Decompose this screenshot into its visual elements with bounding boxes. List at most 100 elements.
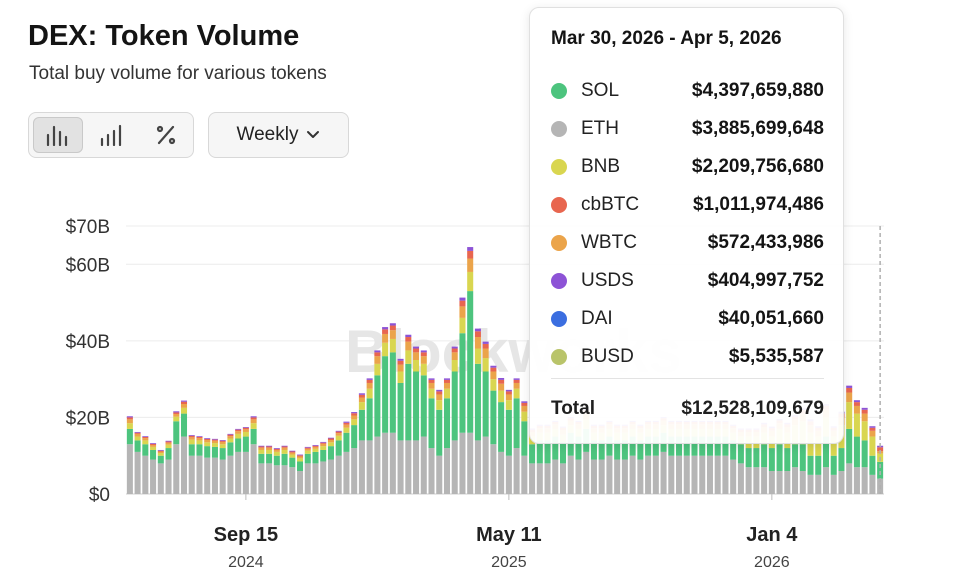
bar-segment-cbbtc — [320, 442, 327, 444]
week-bar[interactable] — [513, 378, 520, 494]
week-bar[interactable] — [382, 327, 389, 494]
week-bar[interactable] — [126, 416, 133, 494]
week-bar[interactable] — [474, 328, 481, 494]
bar-segment-cbbtc — [188, 435, 195, 438]
week-bar[interactable] — [180, 400, 188, 494]
week-bar[interactable] — [869, 426, 876, 494]
period-dropdown[interactable]: Weekly — [208, 112, 349, 158]
bar-segment-sol — [196, 444, 203, 456]
week-bar[interactable] — [846, 385, 853, 494]
week-bar[interactable] — [521, 401, 528, 494]
week-bar[interactable] — [343, 421, 350, 494]
week-bar[interactable] — [335, 430, 342, 494]
week-bar[interactable] — [413, 346, 420, 494]
week-bar[interactable] — [281, 445, 288, 494]
bar-segment-sol — [676, 436, 683, 456]
week-bar[interactable] — [211, 438, 218, 494]
bar-segment-usds — [374, 350, 381, 353]
week-bar[interactable] — [366, 378, 373, 494]
week-bar[interactable] — [242, 427, 249, 494]
bar-segment-eth — [730, 459, 737, 494]
chart-type-toggle — [28, 112, 194, 158]
week-bar[interactable] — [459, 297, 466, 494]
week-bar[interactable] — [258, 445, 265, 494]
week-bar[interactable] — [196, 436, 203, 494]
week-bar[interactable] — [436, 389, 443, 494]
stacked-bar-button[interactable] — [33, 117, 83, 153]
week-bar[interactable] — [420, 350, 427, 494]
week-bar[interactable] — [235, 428, 242, 494]
bar-segment-bnb — [204, 442, 211, 447]
week-bar[interactable] — [320, 441, 327, 494]
week-bar[interactable] — [467, 247, 474, 494]
bar-segment-sol — [397, 382, 404, 441]
week-bar[interactable] — [428, 378, 435, 494]
bar-segment-usds — [219, 440, 226, 441]
bar-segment-sol — [714, 436, 721, 456]
week-bar[interactable] — [358, 393, 365, 494]
week-bar[interactable] — [505, 389, 512, 494]
week-bar[interactable] — [853, 400, 860, 494]
week-bar[interactable] — [134, 431, 141, 494]
bar-segment-bnb — [180, 407, 188, 414]
bar-segment-sol — [211, 446, 218, 458]
week-bar[interactable] — [297, 454, 304, 494]
bar-segment-sol — [405, 363, 412, 441]
page-title: DEX: Token Volume — [28, 20, 300, 52]
bar-segment-bnb — [413, 360, 420, 372]
bar-segment-cbbtc — [219, 440, 226, 442]
week-bar[interactable] — [142, 436, 149, 494]
bar-segment-cbbtc — [505, 391, 512, 395]
tooltip-series-value: $404,997,752 — [707, 270, 824, 291]
week-bar[interactable] — [188, 435, 195, 494]
bar-segment-sol — [621, 440, 628, 460]
week-bar[interactable] — [389, 323, 396, 494]
week-bar[interactable] — [150, 443, 157, 494]
week-bar[interactable] — [304, 446, 311, 494]
bar-segment-cbbtc — [204, 438, 211, 441]
week-bar[interactable] — [273, 448, 280, 494]
bar-segment-eth — [165, 459, 172, 494]
bar-button[interactable] — [87, 117, 137, 153]
week-bar[interactable] — [312, 444, 319, 494]
week-bar[interactable] — [451, 346, 458, 494]
bar-segment-cbbtc — [173, 412, 180, 414]
week-bar[interactable] — [219, 440, 226, 494]
week-bar[interactable] — [482, 341, 489, 494]
bar-segment-bnb — [173, 416, 180, 422]
bar-segment-sol — [304, 453, 311, 464]
week-bar[interactable] — [266, 445, 273, 494]
week-bar[interactable] — [490, 365, 497, 494]
week-bar[interactable] — [327, 437, 334, 494]
week-bar[interactable] — [405, 334, 412, 494]
week-bar[interactable] — [157, 449, 164, 494]
bar-segment-sol — [869, 455, 876, 475]
bar-segment-bnb — [443, 388, 451, 399]
week-bar[interactable] — [227, 433, 234, 494]
bar-segment-bnb — [374, 363, 381, 376]
bar-segment-cbbtc — [297, 455, 304, 457]
percent-button[interactable] — [141, 117, 191, 153]
week-bar[interactable] — [173, 411, 180, 494]
week-bar[interactable] — [250, 416, 257, 494]
bar-segment-usds — [235, 428, 242, 430]
bar-segment-bnb — [459, 317, 466, 334]
week-bar[interactable] — [204, 438, 211, 494]
week-bar[interactable] — [351, 412, 358, 494]
bar-segment-cbbtc — [467, 250, 474, 259]
week-bar[interactable] — [498, 377, 505, 494]
bar-segment-usds — [165, 440, 172, 442]
bar-segment-eth — [846, 463, 853, 494]
week-bar[interactable] — [165, 440, 172, 494]
bar-segment-wbtc — [869, 430, 876, 437]
week-bar[interactable] — [289, 450, 296, 494]
bar-segment-sol — [567, 432, 574, 456]
bar-segment-usds — [227, 433, 234, 435]
bar-segment-sol — [575, 436, 582, 460]
bar-segment-sol — [150, 449, 157, 460]
bar-segment-eth — [598, 459, 605, 494]
week-bar[interactable] — [861, 407, 868, 494]
week-bar[interactable] — [374, 350, 381, 494]
week-bar[interactable] — [443, 378, 451, 494]
week-bar[interactable] — [397, 358, 404, 494]
